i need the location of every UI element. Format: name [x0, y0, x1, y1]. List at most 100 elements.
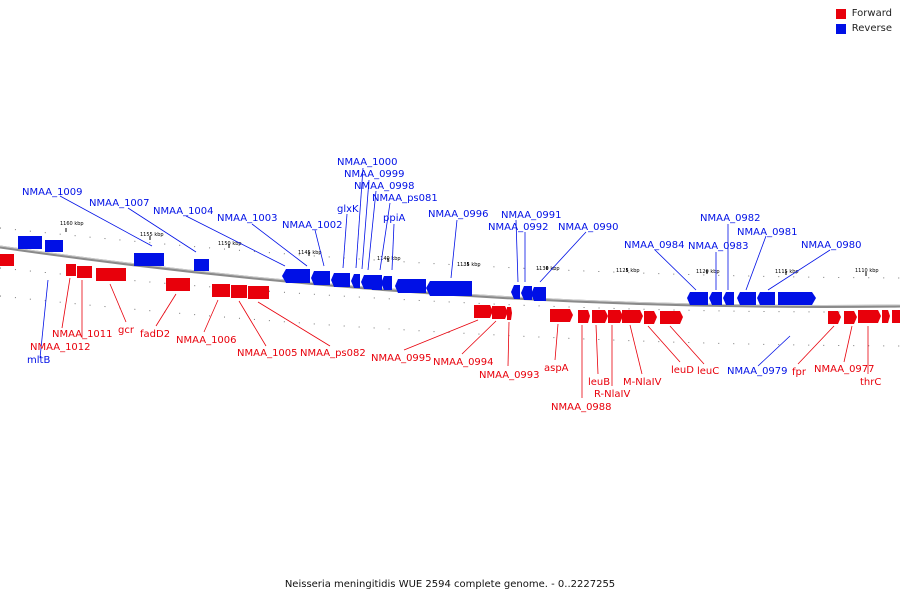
gene-reverse[interactable]	[311, 271, 330, 285]
gene-reverse[interactable]	[45, 240, 63, 252]
forward-leader-lines	[61, 277, 869, 398]
gene-reverse[interactable]	[737, 292, 756, 305]
gene-label: NMAA_0998	[354, 181, 415, 192]
gene-forward[interactable]	[507, 307, 512, 320]
gene-forward[interactable]	[644, 311, 657, 324]
gene-label: ppiA	[383, 213, 405, 224]
legend-reverse-label: Reverse	[851, 23, 892, 34]
forward-label-group: NMAA_1011 NMAA_1012 gcr fadD2 NMAA_1006 …	[30, 325, 881, 413]
gene-forward[interactable]	[608, 310, 623, 323]
gene-reverse[interactable]	[757, 292, 775, 305]
gene-label: NMAA_0994	[433, 357, 494, 368]
gene-forward[interactable]	[77, 266, 92, 278]
gene-reverse[interactable]	[369, 275, 382, 290]
gene-label: mltB	[27, 355, 50, 366]
map-caption: Neisseria meningitidis WUE 2594 complete…	[284, 579, 616, 590]
gene-reverse[interactable]	[361, 275, 372, 289]
gene-forward[interactable]	[844, 311, 857, 324]
gene-reverse[interactable]	[381, 276, 392, 290]
gene-forward[interactable]	[660, 311, 683, 324]
gene-label: NMAA_ps081	[372, 193, 438, 204]
gene-label: fadD2	[140, 329, 170, 340]
gene-forward[interactable]	[492, 306, 508, 319]
gene-reverse[interactable]	[521, 286, 532, 300]
gene-forward[interactable]	[166, 278, 190, 291]
gene-reverse[interactable]	[331, 273, 350, 287]
gene-reverse[interactable]	[426, 281, 472, 296]
legend-reverse: Reverse	[835, 23, 892, 34]
gene-label: NMAA_1005	[237, 348, 298, 359]
gene-label: NMAA_1004	[153, 206, 214, 217]
gene-forward[interactable]	[578, 310, 590, 323]
gene-label: thrC	[860, 377, 881, 388]
gene-label: NMAA_1009	[22, 187, 83, 198]
gene-reverse[interactable]	[351, 274, 360, 288]
kbp-label: 1140 kbp	[377, 256, 401, 262]
reverse-label-group: NMAA_1009 NMAA_1007 NMAA_1004 NMAA_1003 …	[22, 157, 862, 377]
gene-label: NMAA_0992	[488, 222, 549, 233]
gene-label: leuD	[671, 365, 694, 376]
gene-reverse[interactable]	[531, 287, 546, 301]
gene-label: NMAA_0984	[624, 240, 685, 251]
gene-forward[interactable]	[828, 311, 841, 324]
gene-label: NMAA_1007	[89, 198, 150, 209]
gene-reverse[interactable]	[134, 253, 164, 266]
gene-reverse[interactable]	[511, 285, 520, 299]
gene-forward[interactable]	[248, 286, 269, 299]
gene-label: NMAA_0990	[558, 222, 619, 233]
gene-forward[interactable]	[212, 284, 230, 297]
kbp-ticks: 1160 kbp 1155 kbp 1150 kbp 1145 kbp 1140…	[60, 221, 879, 276]
gene-label: NMAA_ps082	[300, 348, 366, 359]
gene-forward[interactable]	[0, 254, 14, 266]
gene-label: fpr	[792, 367, 807, 378]
gene-forward[interactable]	[66, 264, 76, 276]
gene-reverse[interactable]	[723, 292, 734, 305]
gene-label: NMAA_1012	[30, 342, 91, 353]
reverse-swatch	[835, 23, 846, 34]
reverse-genes	[18, 236, 816, 305]
kbp-label: 1110 kbp	[855, 268, 879, 274]
gene-reverse[interactable]	[709, 292, 722, 305]
gene-forward[interactable]	[550, 309, 573, 322]
kbp-label: 1160 kbp	[60, 221, 84, 227]
gene-forward[interactable]	[882, 310, 890, 323]
kbp-label: 1130 kbp	[536, 266, 560, 272]
gene-label: gcr	[118, 325, 135, 336]
gene-forward[interactable]	[622, 310, 643, 323]
gene-label: NMAA_0980	[801, 240, 862, 251]
gene-label: NMAA_0982	[700, 213, 761, 224]
gene-reverse[interactable]	[18, 236, 42, 249]
gene-label: M-NlaIV	[623, 377, 662, 388]
gene-label: NMAA_1011	[52, 329, 113, 340]
reverse-leader-lines	[39, 167, 831, 367]
legend: Forward Reverse	[835, 8, 892, 38]
gene-label: NMAA_0979	[727, 366, 788, 377]
gene-label: NMAA_1003	[217, 213, 278, 224]
gene-label: R-NlaIV	[594, 389, 630, 400]
gene-label: NMAA_0993	[479, 370, 540, 381]
gene-forward[interactable]	[474, 305, 493, 318]
gene-reverse[interactable]	[687, 292, 708, 305]
gene-label: leuC	[697, 366, 719, 377]
gene-label: aspA	[544, 363, 569, 374]
kbp-label: 1155 kbp	[140, 232, 164, 238]
forward-swatch	[835, 8, 846, 19]
gene-reverse[interactable]	[395, 279, 426, 293]
gene-forward[interactable]	[892, 310, 900, 323]
gene-label: NMAA_0995	[371, 353, 432, 364]
gene-reverse[interactable]	[282, 269, 310, 283]
gene-forward[interactable]	[231, 285, 247, 298]
legend-forward-label: Forward	[851, 8, 892, 19]
gene-forward[interactable]	[96, 268, 126, 281]
gene-label: NMAA_0981	[737, 227, 798, 238]
kbp-label: 1120 kbp	[696, 269, 720, 275]
kbp-label: 1145 kbp	[298, 250, 322, 256]
gene-reverse[interactable]	[778, 292, 816, 305]
gene-forward[interactable]	[858, 310, 881, 323]
gene-label: NMAA_0999	[344, 169, 405, 180]
legend-forward: Forward	[835, 8, 892, 19]
gene-reverse[interactable]	[194, 259, 209, 271]
gene-label: NMAA_0983	[688, 241, 749, 252]
gene-forward[interactable]	[592, 310, 608, 323]
